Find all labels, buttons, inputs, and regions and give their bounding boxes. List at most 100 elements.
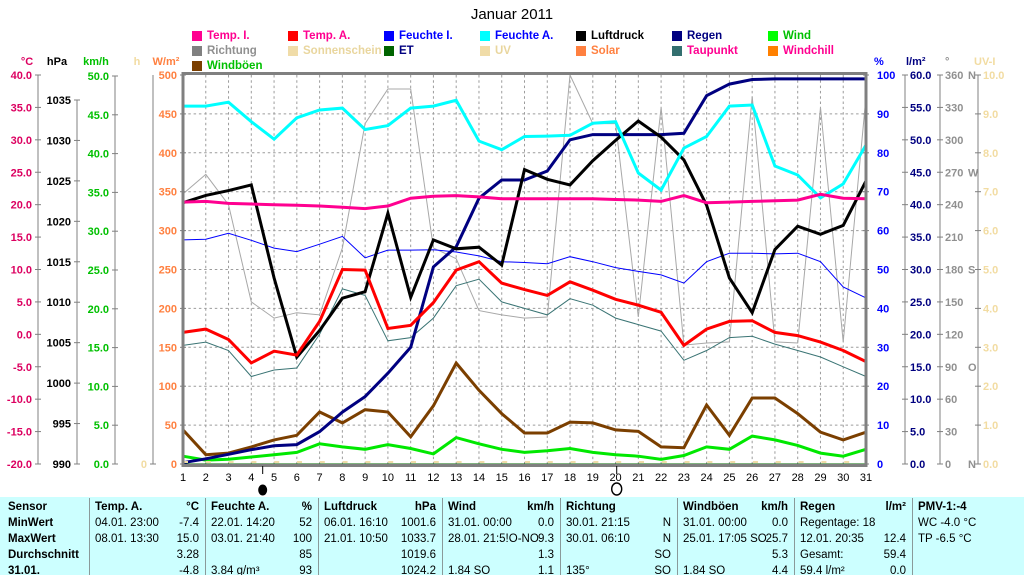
axis-unit-hpa: hPa [47, 56, 68, 68]
legend-label: Taupunkt [687, 45, 738, 57]
cell-temp-a-r2-value: 15.0 [176, 533, 199, 545]
legend-swatch-feuchte-i [384, 31, 394, 41]
col-header-wind: Wind [448, 501, 476, 513]
tick-label-hpa: 995 [53, 419, 71, 431]
legend-swatch-regen [672, 31, 682, 41]
cell-richtung-r2-label: 30.01. 06:10 [566, 533, 630, 545]
x-day-label: 13 [450, 472, 462, 484]
x-day-label: 22 [655, 472, 667, 484]
tick-label-deg: 60 [945, 394, 957, 406]
tick-label-l-m: 10.0 [910, 394, 931, 406]
tick-label-w-m: 100 [159, 381, 177, 393]
tick-label-l-m: 55.0 [910, 102, 931, 114]
legend-label: Feuchte I. [399, 30, 453, 42]
tick-label-uv-i: 2.0 [983, 381, 998, 393]
cell-richtung-r4-value: SO [654, 565, 671, 575]
tick-label-km-h: 20.0 [88, 304, 109, 316]
table-column-divider [442, 498, 443, 575]
tick-label-: 40 [877, 303, 889, 315]
tick-label-deg: 360 [945, 70, 963, 82]
tick-label-km-h: 45.0 [88, 110, 109, 122]
page-title: Januar 2011 [470, 6, 554, 23]
col-unit-windb-en: km/h [761, 501, 788, 513]
series-windb-en [181, 360, 867, 457]
tick-label-l-m: 5.0 [910, 427, 925, 439]
table-column-divider [794, 498, 795, 575]
axis-unit-: ° [945, 56, 949, 68]
tick-label-: 10 [877, 420, 889, 432]
tick-label-c: -10.0 [7, 394, 32, 406]
legend-swatch-richtung [192, 46, 202, 56]
cell-wind-r4-value: 1.1 [538, 565, 554, 575]
x-day-label: 27 [769, 472, 781, 484]
cell-feuchte-a-r2-value: 100 [292, 533, 312, 545]
series-richtung [182, 73, 867, 346]
tick-label-: 20 [877, 381, 889, 393]
legend-item-solar: Solar [576, 45, 620, 57]
tick-label-l-m: 50.0 [910, 135, 931, 147]
tick-label-deg: 0 [945, 459, 951, 471]
x-day-label: 19 [587, 472, 599, 484]
tick-label-c: 35.0 [11, 102, 32, 114]
legend-label: Windchill [783, 45, 835, 57]
legend-item-sonnenschein: Sonnenschein [288, 45, 382, 57]
legend-swatch-sonnenschein [288, 46, 298, 56]
col-header-luftdruck: Luftdruck [324, 501, 378, 513]
tick-label-c: -20.0 [7, 459, 32, 471]
tick-label-uv-i: 4.0 [983, 303, 998, 315]
legend-label: ET [399, 45, 414, 57]
x-day-label: 6 [294, 472, 300, 484]
cell-luftdruck-r2-label: 21.01. 10:50 [324, 533, 388, 545]
legend-item-temp-a: Temp. A. [288, 30, 350, 42]
table-column-divider [89, 498, 90, 575]
tick-label-deg: 210 [945, 232, 963, 244]
x-day-label: 29 [814, 472, 826, 484]
legend-label: Feuchte A. [495, 30, 554, 42]
cell-feuchte-a-r2-label: 03.01. 21:40 [211, 533, 275, 545]
tick-label-c: 5.0 [17, 297, 32, 309]
tick-label-hpa: 1005 [47, 338, 71, 350]
cell-windb-en-r2-label: 25.01. 17:05 SO [683, 533, 767, 545]
tick-label-c: 20.0 [11, 200, 32, 212]
tick-label-w-m: 50 [165, 420, 177, 432]
legend-swatch-wind [768, 31, 778, 41]
tick-label-uv-i: 9.0 [983, 109, 998, 121]
legend-item-windchill: Windchill [768, 45, 834, 57]
col-header-richtung: Richtung [566, 501, 616, 513]
tick-label-uv-i: 1.0 [983, 420, 998, 432]
tick-label-: 70 [877, 187, 889, 199]
cell-wind-r2-label: 28.01. 21:5!O-NO [448, 533, 539, 545]
chart-legend: Temp. I. Temp. A. Feuchte I. Feuchte A. Luft… [0, 0, 1024, 78]
tick-label-compass: O [968, 362, 977, 374]
series-temp-i [182, 192, 867, 211]
col-unit-luftdruck: hPa [414, 501, 436, 513]
tick-label-uv-i: 5.0 [983, 265, 998, 277]
tick-label-compass: S [968, 265, 975, 277]
cell-regen-r2-label: 12.01. 20:35 [800, 533, 864, 545]
tick-label-hpa: 1025 [47, 176, 71, 188]
legend-label: Windböen [207, 60, 263, 72]
legend-swatch-windb-en [192, 61, 202, 71]
legend-label: Richtung [207, 45, 257, 57]
tick-label-km-h: 15.0 [88, 343, 109, 355]
tick-label-w-m: 350 [159, 187, 177, 199]
x-day-label: 23 [678, 472, 690, 484]
tick-label-w-m: 0 [171, 459, 177, 471]
legend-label: Wind [783, 30, 811, 42]
tick-label-hpa: 1015 [47, 257, 71, 269]
cell-temp-a-r4-value: -4.8 [179, 565, 199, 575]
legend-label: Sonnenschein [303, 45, 382, 57]
cell-windb-en-r1-label: 31.01. 00:00 [683, 517, 747, 529]
cell-richtung-r1-value: N [662, 517, 671, 529]
legend-swatch-taupunkt [672, 46, 682, 56]
statistics-table: Sensor MinWert MaxWert Durchschnitt 31.01. Te… [0, 497, 1024, 575]
tick-label-l-m: 60.0 [910, 70, 931, 82]
cell-windb-en-r4-label: 1.84 SO [683, 565, 726, 575]
cell-windb-en-r1-value: 0.0 [772, 517, 788, 529]
tick-label-: 30 [877, 342, 889, 354]
tick-label-w-m: 400 [159, 148, 177, 160]
cell-regen-r2-value: 12.4 [883, 533, 906, 545]
tick-label-hpa: 990 [53, 459, 71, 471]
legend-item-temp-i: Temp. I. [192, 30, 250, 42]
cell-wind-r4-label: 1.84 SO [448, 565, 491, 575]
